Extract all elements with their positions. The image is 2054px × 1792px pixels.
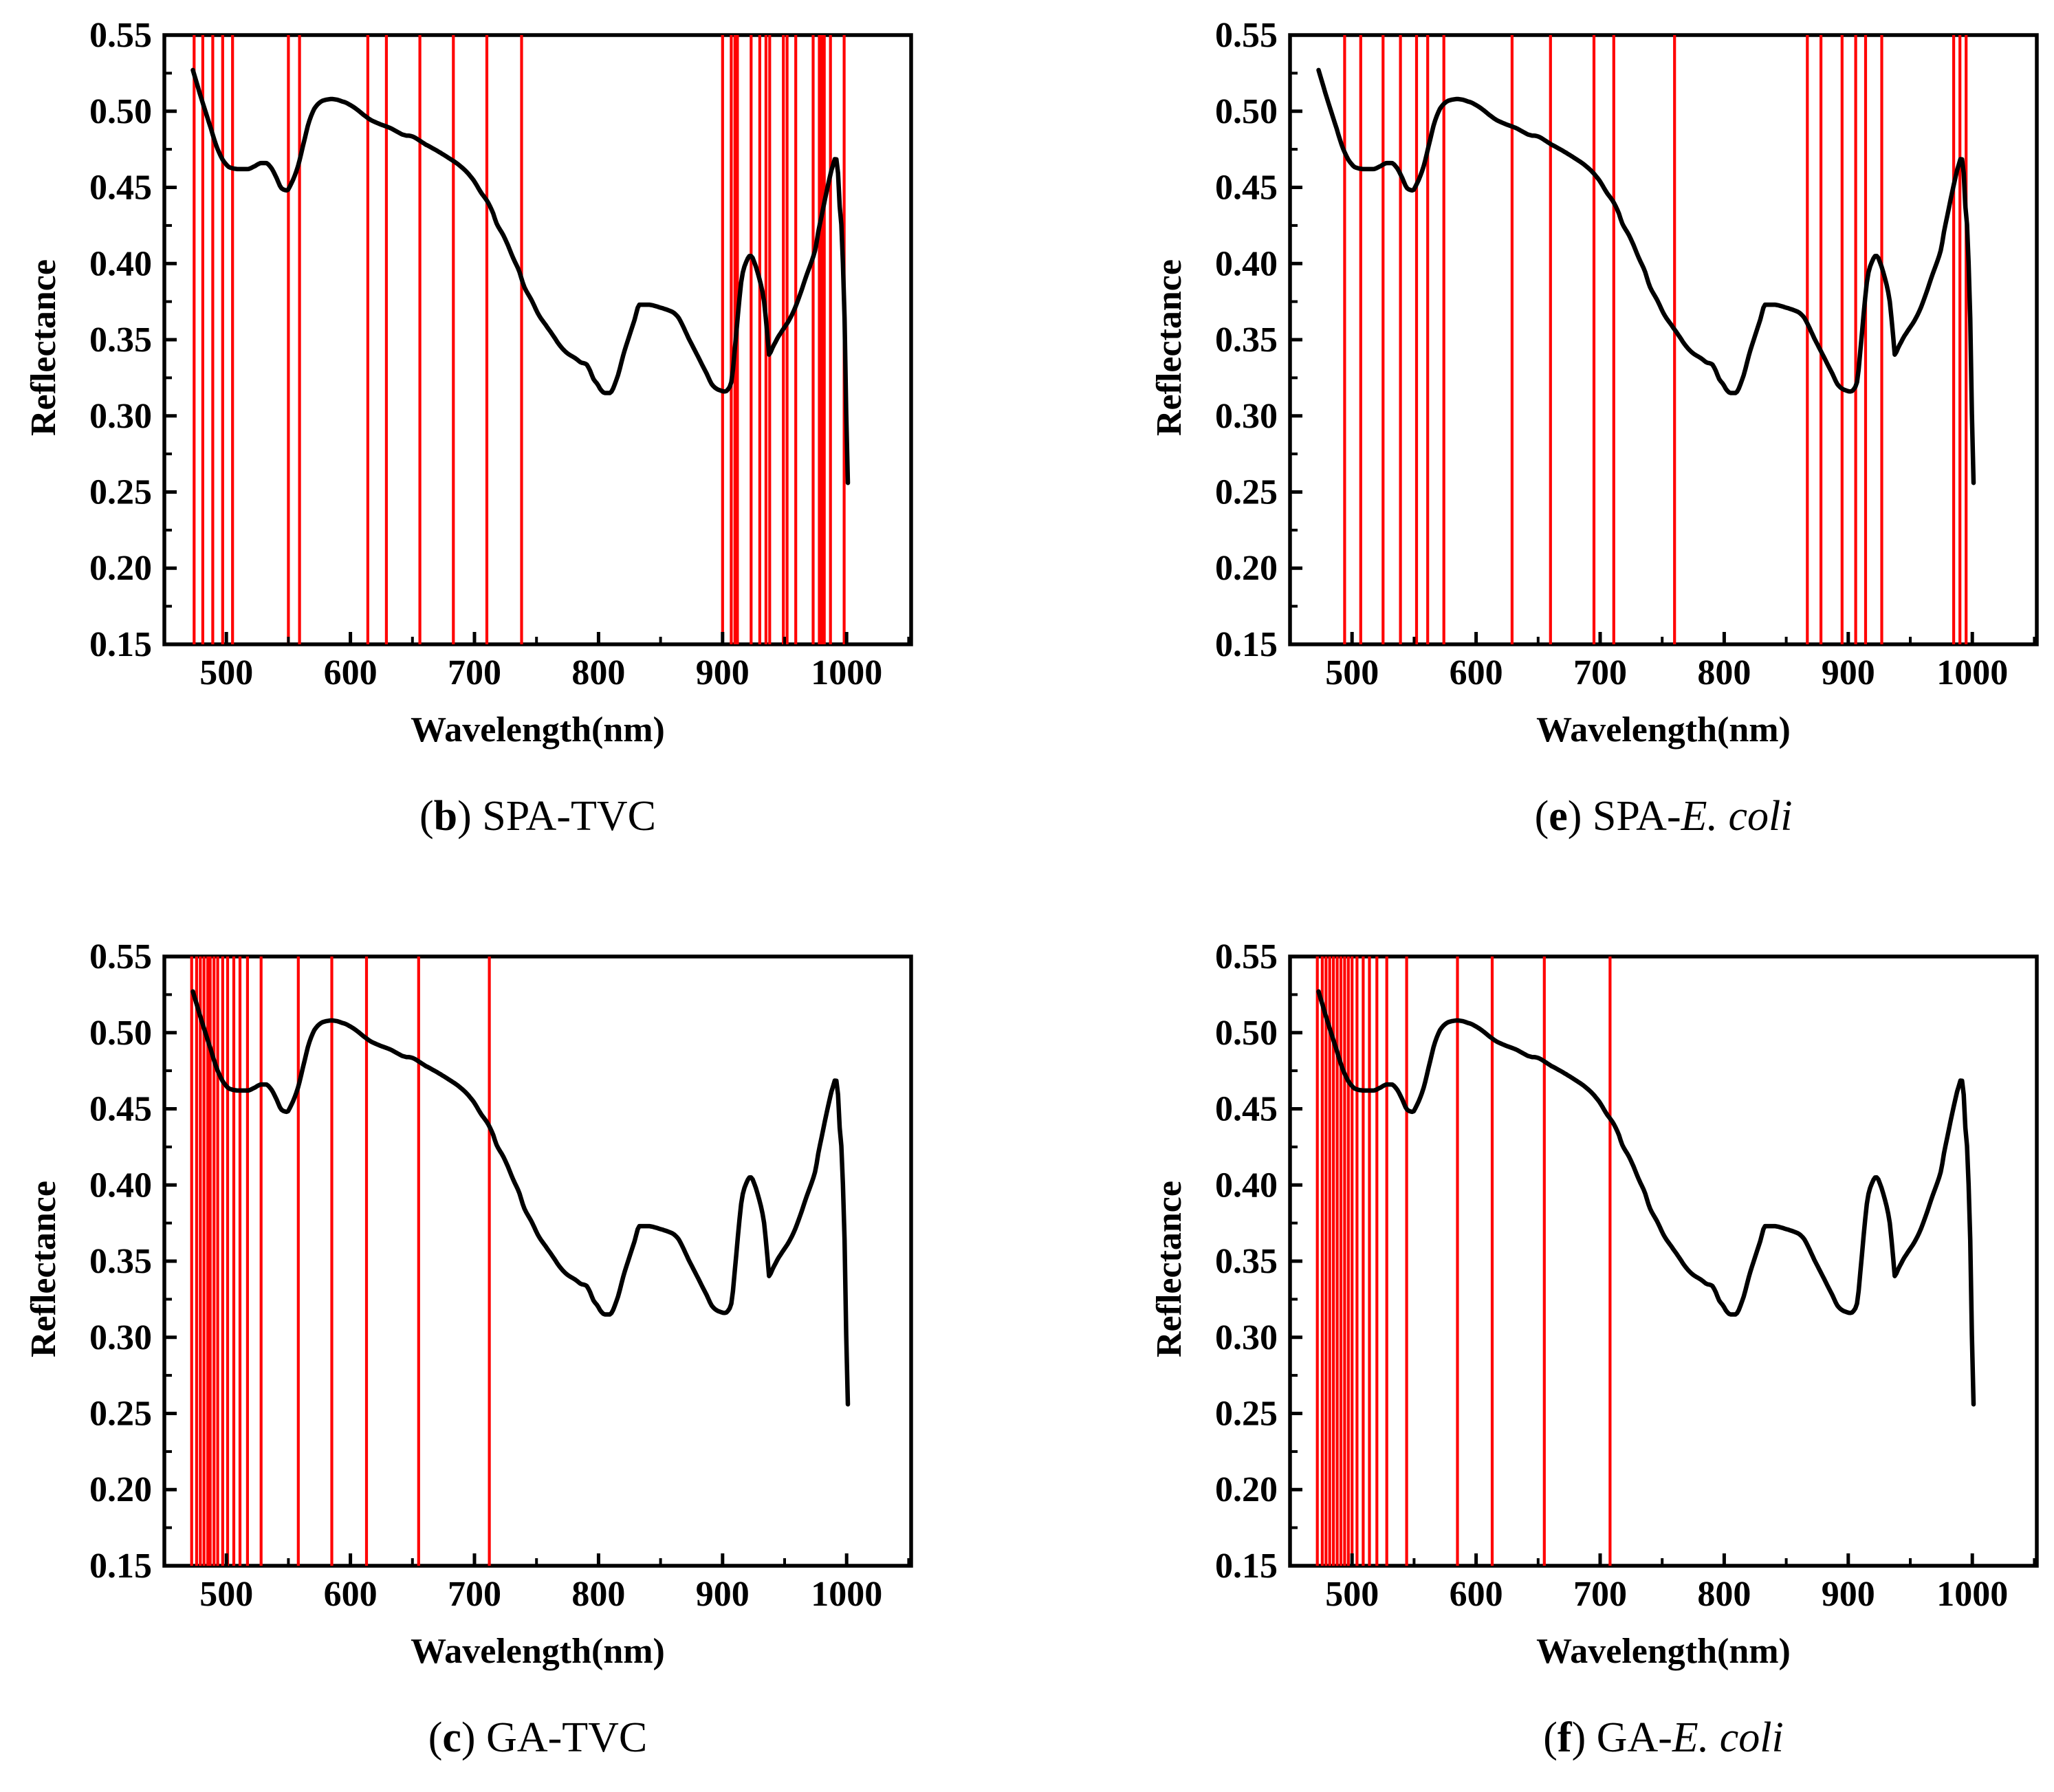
svg-text:700: 700: [448, 653, 501, 692]
svg-text:0.35: 0.35: [1215, 320, 1278, 360]
svg-text:700: 700: [448, 1575, 501, 1614]
svg-text:0.45: 0.45: [1215, 168, 1278, 208]
svg-text:900: 900: [1822, 1575, 1875, 1614]
svg-text:0.50: 0.50: [1215, 92, 1278, 131]
svg-text:0.45: 0.45: [89, 168, 152, 208]
svg-text:600: 600: [1450, 1575, 1503, 1614]
svg-text:1000: 1000: [1936, 1575, 2008, 1614]
svg-text:0.20: 0.20: [1215, 1470, 1278, 1509]
svg-text:0.35: 0.35: [89, 320, 152, 360]
svg-text:600: 600: [1450, 653, 1503, 692]
svg-text:0.45: 0.45: [89, 1090, 152, 1129]
svg-text:700: 700: [1573, 653, 1627, 692]
svg-text:0.15: 0.15: [1215, 1547, 1278, 1586]
svg-text:0.55: 0.55: [89, 16, 152, 55]
svg-text:0.40: 0.40: [1215, 244, 1278, 283]
svg-text:700: 700: [1573, 1575, 1627, 1614]
svg-text:500: 500: [199, 1575, 253, 1614]
svg-text:900: 900: [696, 1575, 750, 1614]
svg-text:0.40: 0.40: [89, 1166, 152, 1205]
svg-text:600: 600: [324, 1575, 378, 1614]
svg-text:0.40: 0.40: [1215, 1166, 1278, 1205]
svg-text:1000: 1000: [811, 653, 882, 692]
svg-text:500: 500: [1325, 1575, 1379, 1614]
svg-text:0.30: 0.30: [89, 397, 152, 436]
svg-text:0.20: 0.20: [1215, 549, 1278, 588]
svg-text:500: 500: [1325, 653, 1379, 692]
svg-text:0.15: 0.15: [89, 1547, 152, 1586]
svg-text:0.20: 0.20: [89, 549, 152, 588]
svg-text:900: 900: [696, 653, 750, 692]
svg-text:0.50: 0.50: [89, 1014, 152, 1053]
svg-text:0.35: 0.35: [89, 1242, 152, 1281]
svg-text:0.50: 0.50: [1215, 1014, 1278, 1053]
svg-text:1000: 1000: [1936, 653, 2008, 692]
svg-text:0.30: 0.30: [1215, 1318, 1278, 1357]
svg-text:1000: 1000: [811, 1575, 882, 1614]
svg-text:0.25: 0.25: [89, 473, 152, 512]
svg-text:0.30: 0.30: [89, 1318, 152, 1357]
svg-text:600: 600: [324, 653, 378, 692]
svg-text:0.25: 0.25: [1215, 473, 1278, 512]
svg-text:0.15: 0.15: [89, 625, 152, 664]
svg-text:0.25: 0.25: [1215, 1395, 1278, 1434]
svg-text:0.50: 0.50: [89, 92, 152, 131]
svg-text:0.40: 0.40: [89, 244, 152, 283]
svg-text:0.45: 0.45: [1215, 1090, 1278, 1129]
svg-text:500: 500: [199, 653, 253, 692]
svg-text:0.20: 0.20: [89, 1470, 152, 1509]
svg-text:0.15: 0.15: [1215, 625, 1278, 664]
svg-text:0.55: 0.55: [1215, 16, 1278, 55]
svg-text:800: 800: [1697, 1575, 1751, 1614]
svg-text:0.30: 0.30: [1215, 397, 1278, 436]
svg-text:0.35: 0.35: [1215, 1242, 1278, 1281]
svg-text:900: 900: [1822, 653, 1875, 692]
svg-text:0.25: 0.25: [89, 1395, 152, 1434]
svg-text:800: 800: [1697, 653, 1751, 692]
svg-text:800: 800: [571, 1575, 625, 1614]
svg-text:0.55: 0.55: [1215, 937, 1278, 976]
svg-text:0.55: 0.55: [89, 937, 152, 976]
svg-text:800: 800: [571, 653, 625, 692]
